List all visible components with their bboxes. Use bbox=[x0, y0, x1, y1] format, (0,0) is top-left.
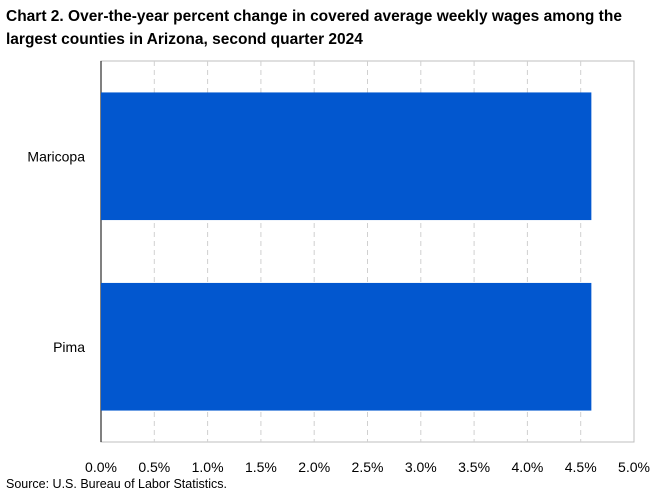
category-label: Pima bbox=[53, 339, 85, 355]
bar-maricopa bbox=[101, 92, 592, 221]
x-tick-label: 1.0% bbox=[192, 459, 224, 475]
x-tick-label: 5.0% bbox=[618, 459, 650, 475]
chart-title: Chart 2. Over-the-year percent change in… bbox=[6, 8, 622, 48]
x-tick-label: 4.5% bbox=[565, 459, 597, 475]
source-note: Source: U.S. Bureau of Labor Statistics. bbox=[6, 477, 227, 491]
x-tick-label: 2.5% bbox=[352, 459, 384, 475]
x-tick-label: 0.0% bbox=[85, 459, 117, 475]
bar-pima bbox=[101, 282, 592, 411]
x-tick-label: 3.5% bbox=[458, 459, 490, 475]
x-tick-label: 0.5% bbox=[138, 459, 170, 475]
x-tick-label: 4.0% bbox=[511, 459, 543, 475]
x-tick-label: 1.5% bbox=[245, 459, 277, 475]
x-tick-label: 2.0% bbox=[298, 459, 330, 475]
x-tick-label: 3.0% bbox=[405, 459, 437, 475]
category-label: Maricopa bbox=[27, 148, 85, 164]
